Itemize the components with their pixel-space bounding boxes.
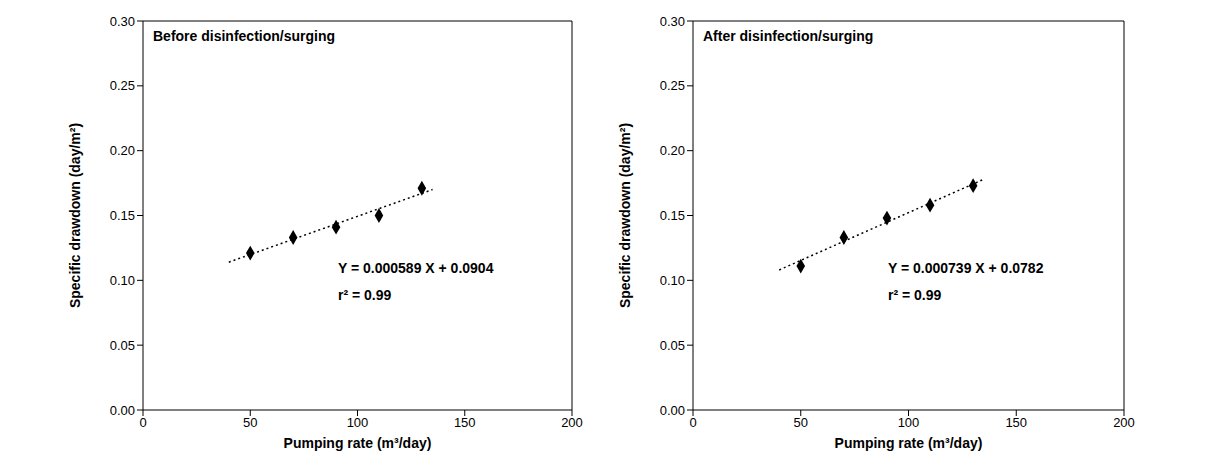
svg-text:150: 150 [1005,415,1027,430]
svg-text:0: 0 [139,415,146,430]
svg-text:0.10: 0.10 [110,273,135,288]
svg-text:100: 100 [898,415,920,430]
html-text:r² = 0.99: r² = 0.99 [888,287,942,303]
html-text:Y = 0.000589 X + 0.0904: Y = 0.000589 X + 0.0904 [338,260,494,276]
svg-text:50: 50 [794,415,808,430]
html-text:Before disinfection/surging: Before disinfection/surging [153,28,335,44]
svg-text:0.15: 0.15 [110,208,135,223]
svg-text:0.05: 0.05 [660,338,685,353]
svg-text:0.00: 0.00 [110,403,135,418]
svg-text:Specific drawdown (day/m²): Specific drawdown (day/m²) [617,123,633,308]
svg-text:Pumping rate (m³/day): Pumping rate (m³/day) [835,435,983,451]
svg-text:50: 50 [243,415,257,430]
svg-text:0.00: 0.00 [660,403,685,418]
html-text:r² = 0.99: r² = 0.99 [338,287,392,303]
svg-text:0: 0 [689,415,696,430]
svg-text:Specific drawdown (day/m²): Specific drawdown (day/m²) [67,123,83,308]
svg-text:200: 200 [1113,415,1135,430]
svg-text:0.30: 0.30 [660,14,685,29]
svg-text:0.20: 0.20 [110,143,135,158]
svg-text:0.20: 0.20 [660,143,685,158]
svg-text:0.10: 0.10 [660,273,685,288]
svg-text:0.15: 0.15 [660,208,685,223]
html-text:After disinfection/surging: After disinfection/surging [703,28,874,44]
svg-text:0.05: 0.05 [110,338,135,353]
svg-text:0.25: 0.25 [660,78,685,93]
svg-text:0.30: 0.30 [110,14,135,29]
svg-text:Pumping rate (m³/day): Pumping rate (m³/day) [284,435,432,451]
svg-text:100: 100 [347,415,369,430]
svg-text:0.25: 0.25 [110,78,135,93]
svg-text:150: 150 [454,415,476,430]
svg-text:200: 200 [561,415,583,430]
html-text:Y = 0.000739 X + 0.0782: Y = 0.000739 X + 0.0782 [888,260,1044,276]
